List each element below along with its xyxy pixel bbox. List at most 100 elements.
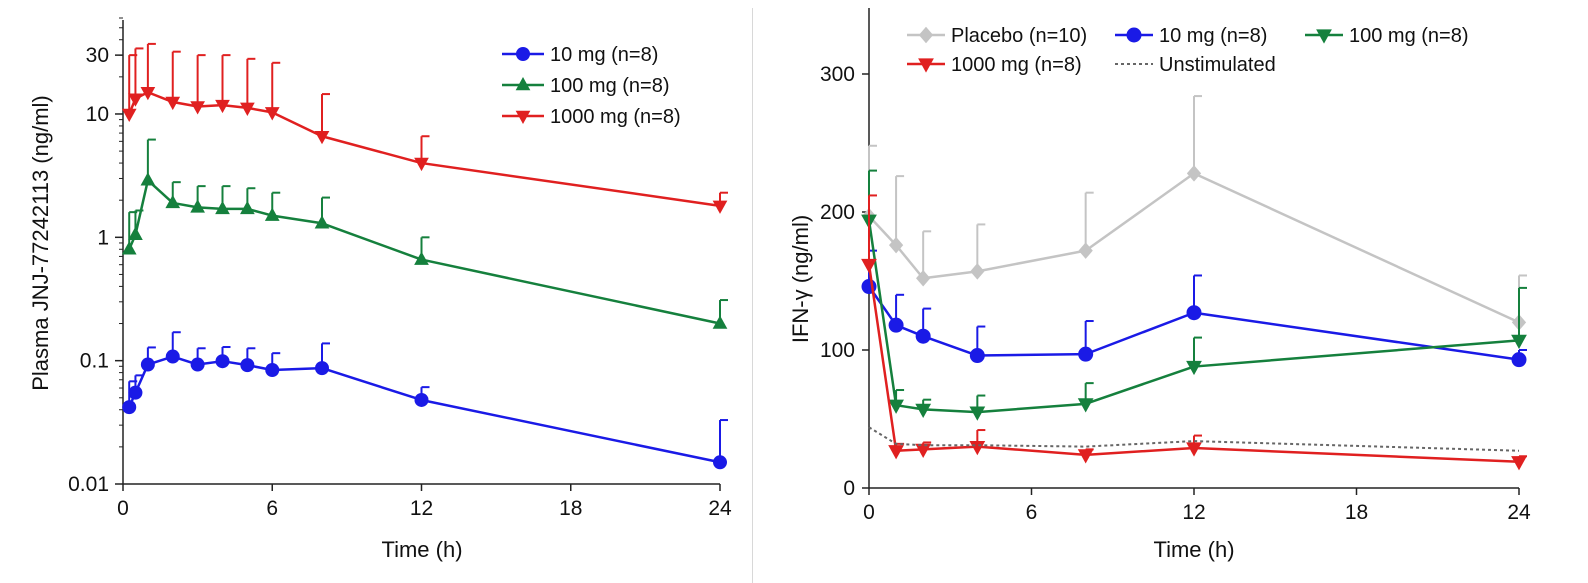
pk-data-point bbox=[713, 455, 727, 470]
pk-data-point bbox=[165, 349, 180, 364]
ifn-data-point bbox=[915, 328, 931, 344]
ifn-legend-marker bbox=[918, 26, 934, 44]
ifn-data-point bbox=[969, 406, 986, 421]
pk-data-point bbox=[165, 194, 181, 209]
ifn-y-tick-label: 300 bbox=[820, 63, 855, 86]
ifn-data-point bbox=[1186, 165, 1202, 182]
pk-legend-label: 1000 mg (n=8) bbox=[550, 106, 681, 128]
ifn-data-point bbox=[915, 443, 932, 458]
ifn-chart: IFN-γ (ng/ml) Time (h) 0 6 12 18 24 0 100 200 30… bbox=[788, 8, 1531, 562]
ifn-data-point bbox=[888, 236, 904, 254]
pk-data-point bbox=[190, 101, 205, 115]
pk-ylabel: Plasma JNJ-77242113 (ng/ml) bbox=[28, 95, 53, 391]
pk-data-point bbox=[140, 357, 155, 372]
pk-data-point bbox=[121, 241, 137, 255]
ifn-legend-label: Unstimulated bbox=[1159, 54, 1276, 76]
pk-legend-label: 100 mg (n=8) bbox=[550, 75, 670, 97]
pk-y-tick-label: 1 bbox=[97, 226, 109, 249]
ifn-legend-label: 1000 mg (n=8) bbox=[951, 54, 1082, 76]
pk-data-point bbox=[165, 96, 181, 111]
ifn-legend-marker bbox=[1126, 27, 1142, 43]
pk-y-tick-label: 30 bbox=[86, 44, 109, 67]
ifn-data-point bbox=[1186, 360, 1202, 376]
pk-xlabel: Time (h) bbox=[381, 537, 462, 562]
pk-data-point bbox=[140, 87, 156, 101]
pk-data-point bbox=[128, 385, 143, 400]
pk-data-point bbox=[240, 102, 255, 116]
pk-data-point bbox=[215, 354, 230, 369]
pk-legend-item: 100 mg (n=8) bbox=[502, 75, 670, 97]
pk-data-point bbox=[122, 400, 137, 415]
pk-series-line bbox=[128, 179, 721, 325]
ifn-data-point bbox=[969, 348, 985, 364]
pk-series-1000-mg-n-8 bbox=[121, 42, 728, 214]
pk-data-point bbox=[215, 99, 230, 114]
pk-series-100-mg-n-8 bbox=[121, 138, 728, 329]
ifn-data-point bbox=[861, 258, 877, 274]
ifn-y-tick-label: 100 bbox=[820, 339, 855, 362]
pk-data-point bbox=[190, 199, 205, 213]
pk-data-point bbox=[140, 172, 156, 186]
ifn-data-point bbox=[888, 399, 904, 414]
ifn-legend-label: 10 mg (n=8) bbox=[1159, 25, 1267, 47]
ifn-data-point bbox=[970, 263, 985, 280]
pk-legend-marker bbox=[515, 76, 531, 91]
ifn-legend-item: Placebo (n=10) bbox=[907, 25, 1087, 47]
ifn-y-tick-label: 200 bbox=[820, 201, 855, 224]
pk-legend: 10 mg (n=8) 100 mg (n=8) 1000 mg (n=8) bbox=[502, 44, 681, 128]
ifn-legend-marker bbox=[1316, 29, 1332, 44]
pk-x-tick-label: 12 bbox=[410, 497, 433, 520]
ifn-x-tick-label: 18 bbox=[1345, 501, 1368, 524]
ifn-legend-marker bbox=[918, 58, 934, 73]
pk-data-point bbox=[265, 362, 280, 377]
ifn-data-point bbox=[915, 403, 932, 418]
ifn-y-tick-label: 0 bbox=[843, 477, 855, 500]
ifn-x-tick-label: 0 bbox=[863, 501, 875, 524]
ifn-legend-item: 10 mg (n=8) bbox=[1115, 25, 1267, 47]
ifn-series-100-mg-n-8 bbox=[861, 169, 1527, 421]
ifn-x-tick-label: 12 bbox=[1182, 501, 1205, 524]
pk-data-point bbox=[190, 357, 205, 372]
ifn-x-tick-label: 6 bbox=[1026, 501, 1038, 524]
ifn-x-tick-label: 24 bbox=[1507, 501, 1531, 524]
pk-data-point bbox=[264, 207, 280, 221]
pk-data-point bbox=[414, 392, 429, 407]
pk-chart: Plasma JNJ-77242113 (ng/ml) Time (h) 0 6 1… bbox=[28, 17, 732, 562]
pk-data-point bbox=[215, 200, 230, 215]
pk-y-tick-label: 0.01 bbox=[68, 473, 109, 496]
ifn-data-point bbox=[861, 279, 877, 295]
panel-divider bbox=[752, 8, 753, 583]
ifn-data-point bbox=[1186, 442, 1202, 457]
pk-legend-marker bbox=[516, 47, 530, 61]
pk-data-point bbox=[128, 226, 143, 240]
ifn-series-line bbox=[868, 426, 1520, 452]
ifn-data-point bbox=[888, 445, 904, 460]
pk-x-tick-label: 24 bbox=[708, 497, 732, 520]
pk-data-point bbox=[128, 93, 143, 107]
ifn-data-point bbox=[888, 317, 904, 333]
pk-legend-item: 1000 mg (n=8) bbox=[502, 106, 681, 128]
pk-data-point bbox=[712, 200, 728, 214]
pk-y-tick-label: 10 bbox=[86, 103, 109, 126]
ifn-data-point bbox=[1511, 456, 1527, 471]
pk-data-point bbox=[414, 251, 429, 265]
pk-x-tick-label: 18 bbox=[559, 497, 582, 520]
pk-legend-label: 10 mg (n=8) bbox=[550, 44, 658, 66]
ifn-legend-item: 100 mg (n=8) bbox=[1305, 25, 1469, 47]
pk-x-tick-label: 6 bbox=[266, 497, 278, 520]
pk-data-point bbox=[414, 157, 429, 172]
pk-x-tick-label: 0 bbox=[117, 497, 129, 520]
ifn-legend-item: 1000 mg (n=8) bbox=[907, 54, 1082, 76]
pk-data-point bbox=[315, 361, 329, 376]
pk-legend-marker bbox=[515, 110, 531, 125]
pk-data-point bbox=[121, 108, 137, 123]
ifn-data-point bbox=[916, 269, 931, 287]
pk-data-point bbox=[264, 107, 280, 121]
ifn-data-point bbox=[1078, 242, 1093, 259]
ifn-data-point bbox=[1186, 305, 1202, 321]
ifn-xlabel: Time (h) bbox=[1153, 537, 1234, 562]
ifn-series-unstimulated bbox=[868, 426, 1520, 452]
pk-data-point bbox=[712, 315, 728, 329]
ifn-legend: Placebo (n=10) 10 mg (n=8) 100 mg (n=8) 100… bbox=[907, 25, 1469, 76]
